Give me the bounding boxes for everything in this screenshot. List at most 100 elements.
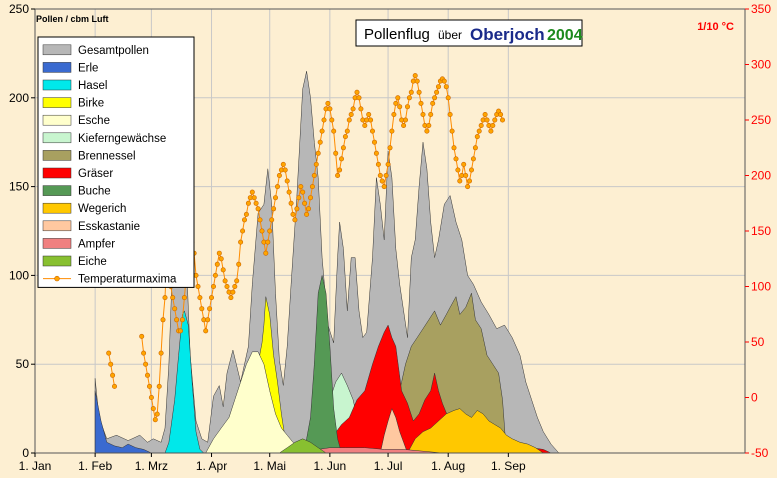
legend-label: Brennessel xyxy=(78,150,136,162)
temperature-point xyxy=(492,117,498,123)
legend-label: Hasel xyxy=(78,80,107,92)
temperature-point xyxy=(147,383,153,389)
temperature-point xyxy=(245,200,251,206)
x-tick-label: 1. Jun xyxy=(314,459,347,473)
right-tick-label: 100 xyxy=(751,280,771,294)
temperature-point xyxy=(267,228,273,234)
left-tick-label: 100 xyxy=(9,268,29,282)
temperature-point xyxy=(243,211,249,217)
legend-temp-marker xyxy=(54,275,60,282)
temperature-point xyxy=(368,117,374,123)
temperature-point xyxy=(284,178,290,184)
left-tick-label: 150 xyxy=(9,180,29,194)
legend-swatch xyxy=(42,255,72,267)
temperature-point xyxy=(397,104,403,110)
temperature-point xyxy=(327,106,333,112)
temperature-point xyxy=(348,112,354,118)
temperature-point xyxy=(340,145,346,151)
legend-label: Birke xyxy=(78,98,104,110)
temperature-point xyxy=(385,161,391,167)
x-tick-label: 1. Apr xyxy=(196,459,227,473)
temperature-point xyxy=(441,78,447,84)
legend-swatch xyxy=(42,132,72,144)
temperature-point xyxy=(172,306,178,312)
temperature-point xyxy=(484,117,490,123)
temperature-point xyxy=(253,200,259,206)
temperature-point xyxy=(214,261,220,267)
temperature-point xyxy=(416,89,422,95)
legend-swatch xyxy=(42,185,72,196)
temperature-point xyxy=(106,350,112,356)
temperature-point xyxy=(300,189,306,195)
area-brennessel xyxy=(35,292,745,454)
temperature-point xyxy=(158,350,164,356)
title-location: Oberjoch xyxy=(470,25,545,44)
temperature-point xyxy=(108,361,114,367)
temperature-point xyxy=(490,123,496,129)
temperature-point xyxy=(362,123,368,129)
temperature-point xyxy=(145,372,151,378)
temperature-point xyxy=(482,112,488,118)
temperature-point xyxy=(430,100,436,106)
temperature-point xyxy=(356,95,362,101)
temperature-point xyxy=(110,372,116,378)
temperature-point xyxy=(309,184,315,190)
right-tick-label: 200 xyxy=(751,169,771,183)
legend-swatch xyxy=(42,97,72,108)
legend-label: Gräser xyxy=(78,168,113,180)
temperature-point xyxy=(290,211,296,217)
temperature-point xyxy=(148,394,154,400)
temperature-point xyxy=(321,117,327,123)
temperature-point xyxy=(455,167,461,173)
temperature-point xyxy=(432,95,438,101)
x-tick-label: 1. Sep xyxy=(491,459,526,473)
left-axis-label: Pollen / cbm Luft xyxy=(36,14,109,24)
temperature-point xyxy=(435,84,441,90)
legend-swatch xyxy=(42,238,72,249)
temperature-point xyxy=(160,317,166,323)
temperature-point xyxy=(418,100,424,106)
temperature-point xyxy=(218,256,224,262)
temperature-point xyxy=(195,283,201,289)
title-year: 2004 xyxy=(547,27,583,44)
temperature-point xyxy=(139,333,145,339)
x-tick-label: 1. Mai xyxy=(253,459,286,473)
temperature-point xyxy=(335,173,341,179)
temperature-point xyxy=(272,195,278,201)
temperature-point xyxy=(212,272,218,278)
temperature-point xyxy=(236,261,242,267)
temperature-point xyxy=(228,295,234,301)
legend-label: Wegerich xyxy=(78,203,126,215)
temperature-point xyxy=(393,100,399,106)
left-tick-label: 50 xyxy=(16,357,30,371)
temperature-point xyxy=(152,417,158,423)
temperature-point xyxy=(222,278,228,284)
temperature-point xyxy=(476,128,482,134)
temperature-point xyxy=(203,328,209,334)
temperature-point xyxy=(375,161,381,167)
temperature-point xyxy=(181,295,187,301)
temperature-point xyxy=(274,184,280,190)
temperature-point xyxy=(412,73,418,79)
temperature-point xyxy=(288,200,294,206)
temperature-point xyxy=(453,156,459,162)
temperature-point xyxy=(305,206,311,212)
temperature-point xyxy=(141,350,147,356)
temperature-point xyxy=(179,317,185,323)
temperature-point xyxy=(387,145,393,151)
temperature-point xyxy=(366,112,372,118)
x-tick-label: 1. Jul xyxy=(374,459,403,473)
temperature-point xyxy=(342,134,348,140)
temperature-point xyxy=(311,173,317,179)
legend-label: Eiche xyxy=(78,256,107,268)
temperature-point xyxy=(220,267,226,273)
temperature-point xyxy=(391,112,397,118)
temperature-point xyxy=(209,295,215,301)
left-tick-label: 250 xyxy=(9,2,29,16)
temperature-point xyxy=(377,173,383,179)
temperature-point xyxy=(488,128,494,134)
temperature-point xyxy=(369,128,375,134)
right-tick-label: 250 xyxy=(751,113,771,127)
temperature-point xyxy=(234,278,240,284)
